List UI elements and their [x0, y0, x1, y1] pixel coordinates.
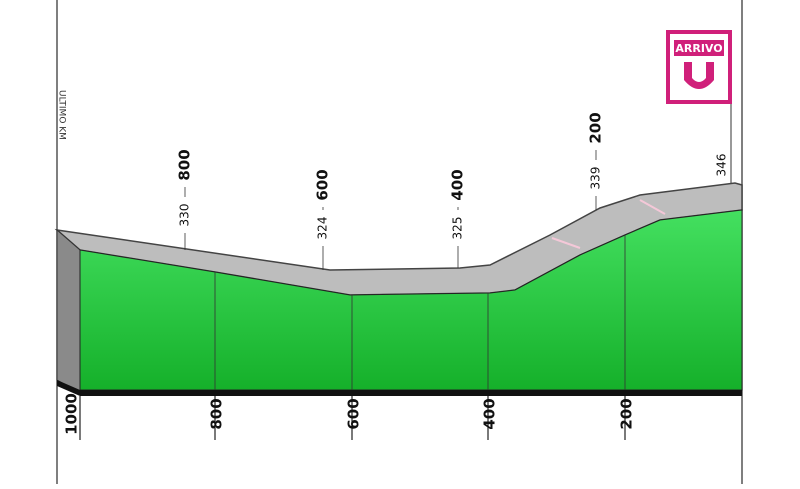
altitude-label: 346 — [715, 154, 729, 177]
sign-icon — [684, 62, 714, 89]
sign-banner — [674, 40, 724, 56]
distance-marker: 400 — [449, 169, 467, 200]
side-label: ULTIMO KM — [57, 90, 67, 140]
gradient-mark — [639, 199, 666, 215]
distance-marker: 800 — [176, 149, 194, 180]
distance-label: 1000 — [63, 393, 81, 435]
altitude-label: 330 — [178, 204, 192, 227]
distance-label: 600 — [345, 398, 363, 429]
distance-label: 200 — [618, 398, 636, 429]
distance-marker: 200 — [587, 112, 605, 143]
altitude-label: 324 — [316, 217, 330, 240]
profile-side — [56, 228, 81, 394]
finish-label: ARRIVO — [675, 42, 722, 55]
altitude-label: 339 — [589, 167, 603, 190]
distance-label: 400 — [481, 398, 499, 429]
gradient-mark — [551, 237, 581, 249]
base-bar — [57, 380, 742, 396]
distance-label: 800 — [208, 398, 226, 429]
finish-sign: ARRIVO — [666, 30, 732, 183]
altitude-label: 325 — [451, 217, 465, 240]
distance-marker: 600 — [314, 169, 332, 200]
